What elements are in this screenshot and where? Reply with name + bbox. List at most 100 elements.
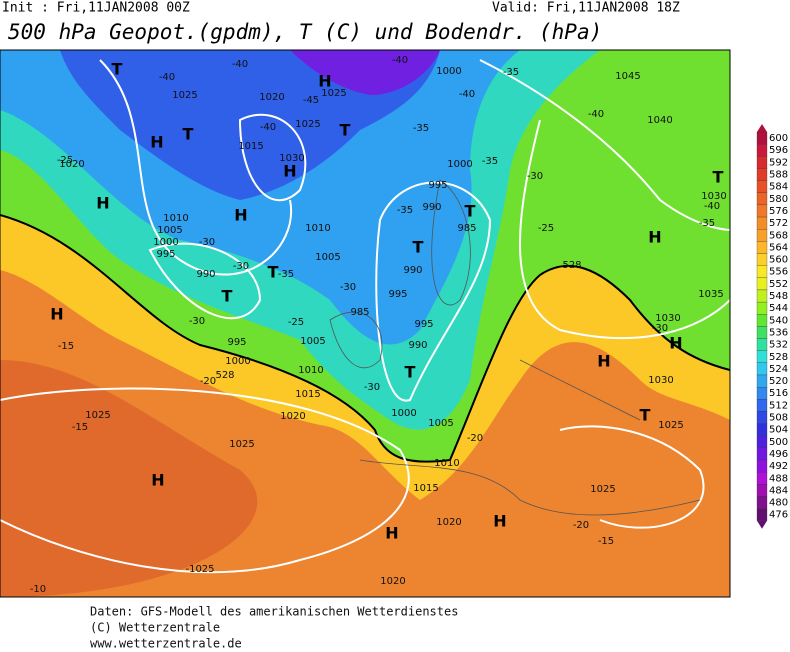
pressure-center: T: [183, 125, 194, 144]
colorbar-label: 516: [769, 388, 788, 399]
colorbar-label: 480: [769, 498, 788, 509]
contour-label: 1000: [225, 356, 250, 367]
contour-label: -40: [159, 72, 175, 83]
contour-label: -15: [58, 341, 74, 352]
init-label: Init : Fri,11JAN2008 00Z: [2, 1, 190, 16]
pressure-center: H: [385, 524, 398, 543]
contour-label: 985: [457, 223, 476, 234]
colorbar-label: 540: [769, 315, 788, 326]
contour-label: -35: [278, 269, 294, 280]
pressure-center: H: [234, 206, 247, 225]
pressure-center: H: [283, 162, 296, 181]
contour-label: 528: [215, 370, 234, 381]
contour-label: 995: [428, 180, 447, 191]
colorbar-swatch: [756, 496, 768, 509]
colorbar-label: 496: [769, 449, 788, 460]
colorbar-label: 600: [769, 133, 788, 144]
colorbar-label: 584: [769, 182, 788, 193]
contour-label: 1000: [391, 408, 416, 419]
pressure-center: H: [648, 228, 661, 247]
contour-label: -15: [598, 536, 614, 547]
contour-label: 1025: [229, 439, 254, 450]
colorbar-cap: [757, 520, 767, 529]
contour-label: 1040: [647, 115, 672, 126]
contour-label: 1020: [436, 517, 461, 528]
contour-label: -40: [260, 122, 276, 133]
contour-label: 1005: [300, 336, 325, 347]
contour-552: [0, 214, 730, 463]
contour-label: 1015: [413, 483, 438, 494]
contour-label: 1020: [259, 92, 284, 103]
colorbar-swatch: [756, 216, 768, 230]
isobars: [0, 59, 730, 574]
colorbar-swatch: [756, 459, 768, 473]
contour-label: 990: [403, 265, 422, 276]
purple-area: [290, 50, 440, 95]
colorbar-swatch: [756, 143, 768, 157]
colorbar-cap: [757, 124, 767, 132]
colorbar: 6005965925885845805765725685645605565525…: [756, 124, 788, 529]
contour-label: 1030: [701, 191, 726, 202]
contour-label: 1015: [238, 141, 263, 152]
footer-copyright: (C) Wetterzentrale: [90, 621, 220, 635]
colorbar-swatch: [756, 192, 768, 206]
contour-label: 1005: [157, 225, 182, 236]
colorbar-label: 508: [769, 413, 788, 424]
warm-area: [0, 360, 258, 597]
contour-label: -35: [482, 156, 498, 167]
contour-label: -40: [392, 55, 408, 66]
colorbar-swatch: [756, 411, 768, 424]
contour-label: -30: [199, 237, 215, 248]
contour-label: 995: [388, 289, 407, 300]
colorbar-label: 476: [769, 510, 788, 521]
contour-label: -30: [340, 282, 356, 293]
contour-label: 1000: [153, 237, 178, 248]
contour-label: 1010: [434, 458, 459, 469]
colorbar-label: 564: [769, 242, 788, 253]
contour-label: 1030: [648, 375, 673, 386]
colorbar-label: 520: [769, 376, 788, 387]
contour-label: 995: [414, 319, 433, 330]
pressure-center: H: [96, 194, 109, 213]
contour-label: 1010: [163, 213, 188, 224]
contour-label: 1025: [590, 484, 615, 495]
colorbar-label: 592: [769, 157, 788, 168]
contour-label: 1025: [658, 420, 683, 431]
colorbar-swatch: [756, 204, 768, 218]
contour-label: -25: [288, 317, 304, 328]
colorbar-label: 512: [769, 400, 788, 411]
colorbar-swatch: [756, 472, 768, 485]
contour-label: -30: [189, 316, 205, 327]
colorbar-label: 576: [769, 206, 788, 217]
pressure-center: H: [493, 512, 506, 531]
contour-label: 990: [422, 202, 441, 213]
pressure-center: H: [50, 305, 63, 324]
contour-label: -30: [364, 382, 380, 393]
contour-label: 1030: [655, 313, 680, 324]
colorbar-swatch: [756, 253, 768, 266]
pressure-center: T: [713, 168, 724, 187]
colorbar-label: 484: [769, 485, 788, 496]
map-frame: [0, 49, 731, 598]
contour-label: 1000: [447, 159, 472, 170]
contour-label: 985: [350, 307, 369, 318]
contour-label: 1015: [295, 389, 320, 400]
pressure-center: T: [640, 406, 651, 425]
colorbar-swatch: [756, 241, 768, 254]
contour-label: -20: [200, 376, 216, 387]
colorbar-swatch: [756, 350, 768, 364]
contour-label: 1025: [85, 410, 110, 421]
colorbar-swatch: [756, 326, 768, 339]
colorbar-swatch: [756, 289, 768, 303]
contour-label: -30: [652, 323, 668, 334]
colorbar-label: 544: [769, 303, 788, 314]
contour-label: 995: [156, 249, 175, 260]
colorbar-swatch: [756, 447, 768, 461]
pressure-center: T: [340, 121, 351, 140]
contour-label: -20: [467, 433, 483, 444]
coastlines: [329, 179, 701, 516]
pressure-center: H: [151, 471, 164, 490]
colorbar-swatch: [756, 229, 768, 242]
colorbar-swatch: [756, 156, 768, 169]
